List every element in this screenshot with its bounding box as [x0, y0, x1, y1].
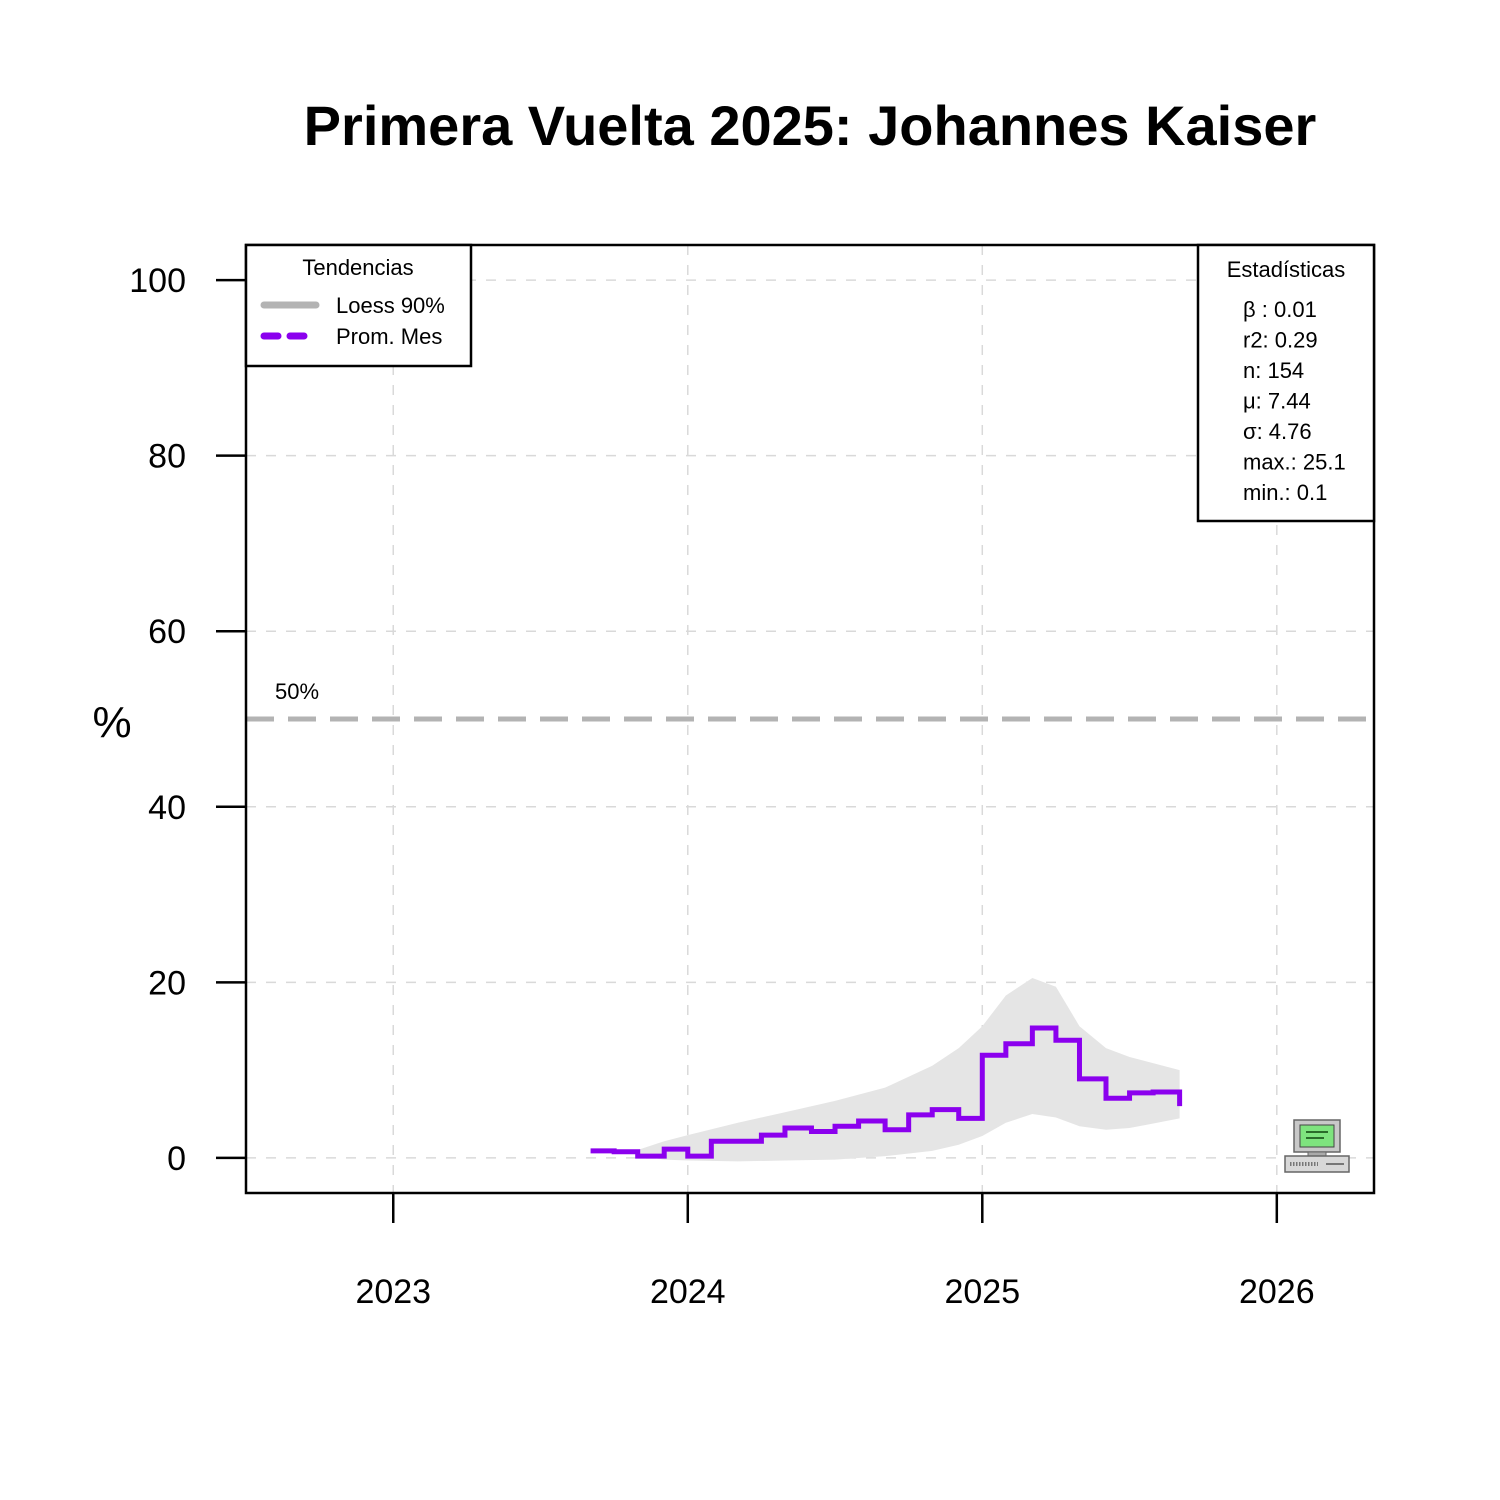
computer-icon: [1284, 1119, 1350, 1173]
stats-line: max.: 25.1: [1243, 450, 1346, 475]
stats-box: Estadísticas β : 0.01 r2: 0.29 n: 154 μ: 7.4…: [1196, 243, 1376, 523]
stats-line: β : 0.01: [1243, 297, 1317, 322]
plot-frame: [244, 243, 1376, 1195]
y-axis-label: %: [92, 698, 131, 747]
y-tick-label: 100: [129, 262, 186, 300]
stats-line: σ: 4.76: [1243, 419, 1312, 444]
band-layer: [637, 977, 1180, 1162]
y-tick-label: 80: [148, 438, 186, 476]
y-tick-label: 60: [148, 613, 186, 651]
y-tick-label: 0: [167, 1140, 186, 1178]
stats-line: min.: 0.1: [1243, 480, 1327, 505]
reference-line-layer: 50%: [246, 679, 1374, 722]
legend: Tendencias Loess 90% Prom. Mes: [244, 243, 473, 368]
y-tick-label: 40: [148, 789, 186, 827]
series-layer: [590, 1025, 1183, 1159]
y-tick-label: 20: [148, 964, 186, 1002]
legend-title: Tendencias: [302, 255, 413, 280]
stats-box-frame: [1196, 243, 1376, 523]
stats-line: n: 154: [1243, 358, 1304, 383]
legend-item-label: Loess 90%: [336, 293, 445, 318]
stats-line: μ: 7.44: [1243, 389, 1311, 414]
stats-line: r2: 0.29: [1243, 328, 1318, 353]
x-tick-label: 2024: [650, 1273, 726, 1311]
stats-title: Estadísticas: [1227, 257, 1346, 282]
loess-band: [637, 977, 1180, 1162]
axes-layer: 0 20 40 60 80 100 2023 2024 2025 2026: [129, 243, 1376, 1311]
x-tick-label: 2026: [1239, 1273, 1315, 1311]
legend-item-label: Prom. Mes: [336, 324, 442, 349]
series-line-prom-mes: [590, 1025, 1183, 1159]
x-tick-label: 2023: [355, 1273, 431, 1311]
reference-line-label: 50%: [275, 679, 319, 704]
chart-title: Primera Vuelta 2025: Johannes Kaiser: [304, 94, 1317, 157]
x-tick-label: 2025: [944, 1273, 1020, 1311]
